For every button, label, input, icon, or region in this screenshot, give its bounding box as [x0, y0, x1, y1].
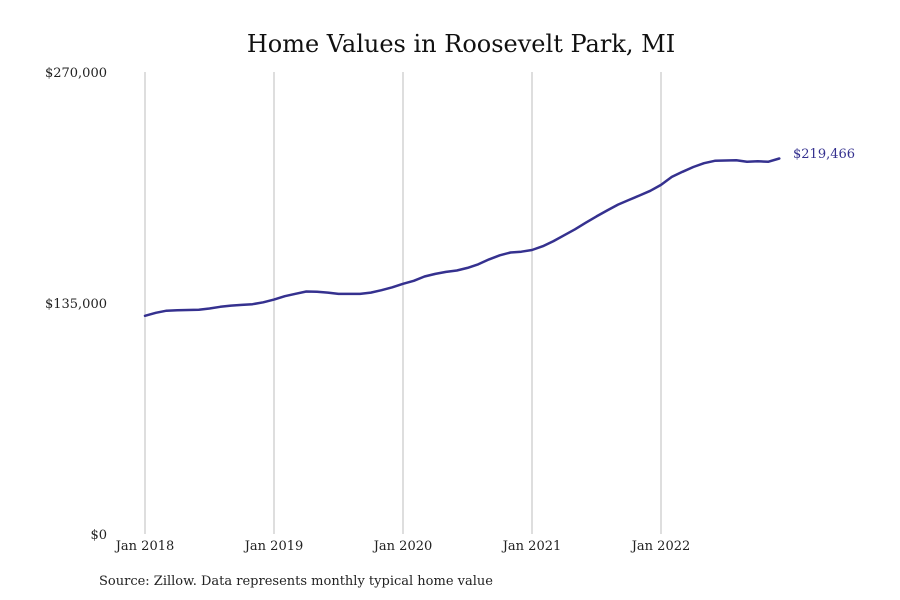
x-axis-ticks: Jan 2018 Jan 2019 Jan 2020 Jan 2021 Jan 2022	[114, 539, 691, 554]
chart-title: Home Values in Roosevelt Park, MI	[247, 30, 675, 58]
x-tick-label: Jan 2021	[501, 539, 562, 554]
y-tick-label: $135,000	[45, 297, 107, 312]
x-tick-label: Jan 2022	[630, 539, 691, 554]
source-note: Source: Zillow. Data represents monthly …	[99, 574, 493, 589]
x-tick-label: Jan 2020	[372, 539, 433, 554]
y-tick-label: $270,000	[45, 66, 107, 81]
vertical-gridlines	[144, 72, 662, 534]
y-axis-ticks: $0 $135,000 $270,000	[45, 66, 107, 543]
x-tick-label: Jan 2018	[114, 539, 175, 554]
home-value-series-line	[143, 157, 781, 318]
x-tick-label: Jan 2019	[243, 539, 304, 554]
latest-value-label: $219,466	[793, 147, 855, 162]
y-tick-label: $0	[90, 528, 107, 543]
